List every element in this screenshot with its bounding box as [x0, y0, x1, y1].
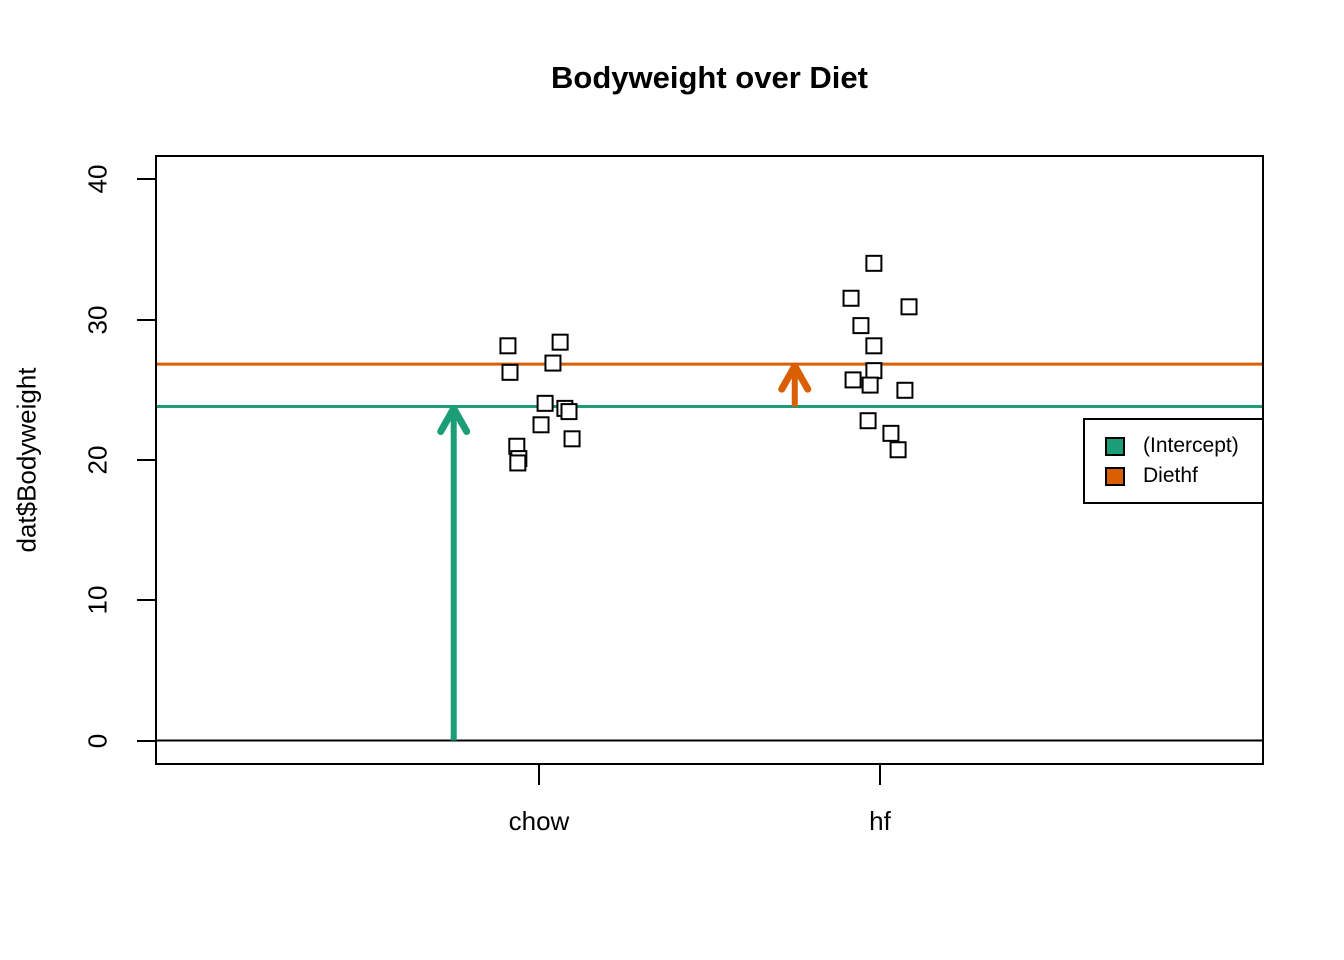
x-tick-label-chow: chow	[508, 806, 570, 836]
legend-swatch-icon	[1105, 436, 1125, 456]
plot-title: Bodyweight over Diet	[551, 60, 868, 95]
data-point-hf	[842, 289, 860, 307]
y-axis-label: dat$Bodyweight	[11, 367, 42, 553]
data-point-chow	[501, 363, 519, 381]
data-point-hf	[896, 381, 914, 399]
data-point-hf	[900, 298, 918, 316]
y-tick	[137, 599, 157, 602]
plot-canvas	[157, 254, 1262, 742]
data-point-hf	[844, 371, 862, 389]
legend-swatch-icon	[1105, 466, 1125, 486]
y-tick-label: 20	[82, 445, 113, 475]
data-point-chow	[536, 394, 554, 412]
data-point-hf	[861, 376, 879, 394]
y-tick-label: 30	[82, 305, 113, 335]
data-point-hf	[852, 317, 870, 335]
x-tick	[879, 765, 882, 785]
data-point-hf	[865, 337, 883, 355]
data-point-chow	[560, 403, 578, 421]
diethf-arrow-head	[778, 362, 812, 393]
intercept-arrow-head	[437, 405, 471, 436]
y-tick-label: 0	[82, 733, 113, 748]
data-point-chow	[563, 430, 581, 448]
y-tick	[137, 318, 157, 321]
x-tick	[537, 765, 540, 785]
data-point-chow	[551, 333, 569, 351]
y-tick	[137, 459, 157, 461]
data-point-hf	[859, 412, 877, 430]
plot-area	[155, 155, 1264, 765]
x-tick-label-hf: hf	[869, 806, 891, 836]
legend-item: Diethf	[1105, 463, 1262, 489]
y-tick	[137, 739, 157, 742]
legend-item: (Intercept)	[1105, 433, 1262, 459]
data-point-chow	[544, 354, 562, 372]
data-point-hf	[865, 362, 883, 380]
y-tick	[137, 178, 157, 181]
data-point-hf	[865, 254, 883, 272]
data-point-chow	[499, 337, 517, 355]
y-tick-label: 40	[82, 164, 113, 194]
legend: (Intercept) Diethf	[1083, 418, 1264, 504]
legend-label: (Intercept)	[1143, 434, 1239, 457]
legend-label: Diethf	[1143, 464, 1198, 487]
data-point-hf	[882, 424, 900, 442]
data-point-chow	[532, 416, 550, 434]
data-point-hf	[889, 441, 907, 459]
data-point-chow	[509, 454, 527, 472]
y-tick-label: 10	[82, 585, 113, 615]
